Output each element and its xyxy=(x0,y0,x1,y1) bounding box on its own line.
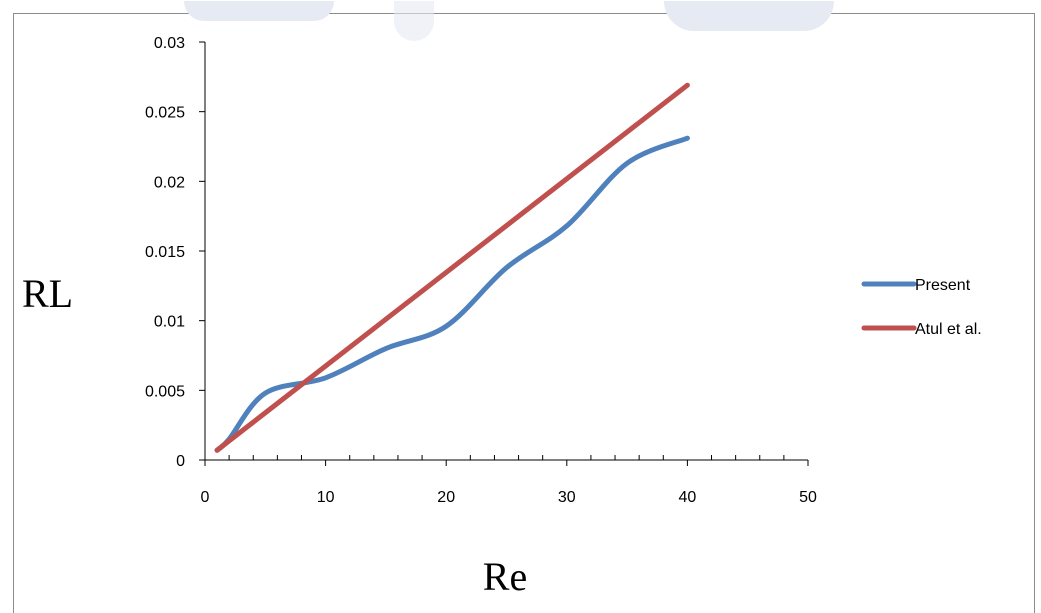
y-tick-label: 0.01 xyxy=(154,314,185,331)
x-tick-label: 0 xyxy=(201,489,210,506)
x-tick-label: 10 xyxy=(317,489,335,506)
y-tick-label: 0.015 xyxy=(145,244,185,261)
y-tick-label: 0.03 xyxy=(154,35,185,52)
x-axis-title: Re xyxy=(483,554,527,599)
series-line-present xyxy=(214,135,690,453)
background-watermark xyxy=(184,1,334,21)
y-tick-label: 0.02 xyxy=(154,174,185,191)
background-watermark xyxy=(394,1,434,41)
y-axis-ticks: 0 0.005 0.01 0.015 0.02 0.025 0.03 xyxy=(145,35,205,470)
legend-label-atul: Atul et al. xyxy=(915,321,982,338)
legend-item-atul: Atul et al. xyxy=(861,321,982,338)
x-tick-label: 40 xyxy=(679,489,697,506)
y-tick-label: 0 xyxy=(176,453,185,470)
x-axis-minor-ticks xyxy=(228,455,785,460)
y-tick-label: 0.005 xyxy=(145,383,185,400)
background-watermark xyxy=(664,1,834,31)
x-tick-label: 20 xyxy=(437,489,455,506)
x-tick-label: 50 xyxy=(799,489,817,506)
axes: 0 0.005 0.01 0.015 0.02 0.025 0.03 0 10 20 30 40 50 xyxy=(145,35,817,506)
chart-frame xyxy=(13,1,1035,613)
legend-item-present: Present xyxy=(861,277,971,294)
x-tick-label: 30 xyxy=(558,489,576,506)
legend: Present Atul et al. xyxy=(861,277,982,338)
y-tick-label: 0.025 xyxy=(145,105,185,122)
series-layer xyxy=(214,82,690,453)
legend-label-present: Present xyxy=(915,277,971,294)
y-axis-title: RL xyxy=(22,271,73,316)
x-axis-ticks: 0 10 20 30 40 50 xyxy=(201,460,817,506)
series-line-atul-et-al xyxy=(214,82,690,453)
